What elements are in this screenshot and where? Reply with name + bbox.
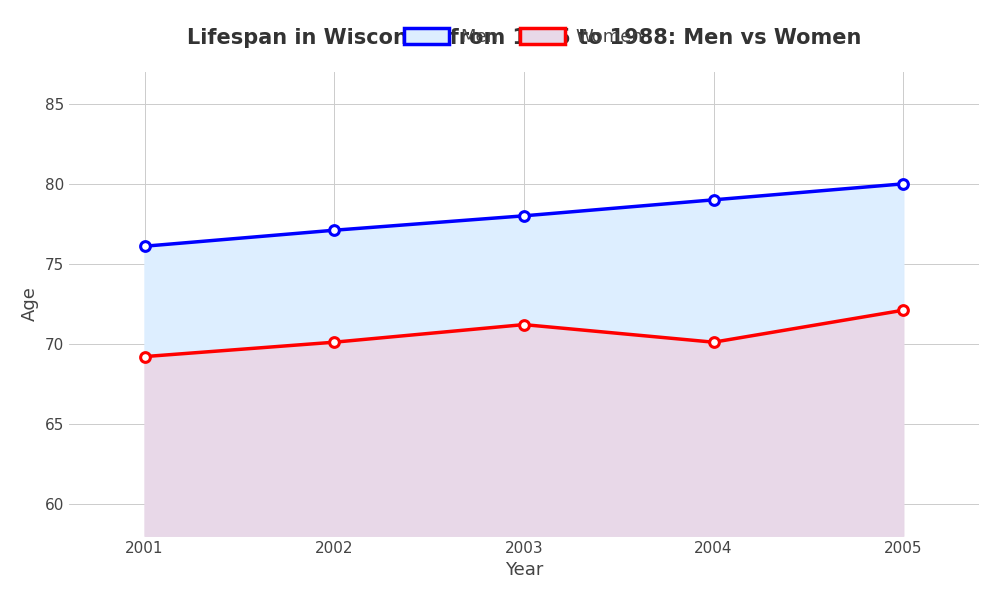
- Title: Lifespan in Wisconsin from 1965 to 1988: Men vs Women: Lifespan in Wisconsin from 1965 to 1988:…: [187, 28, 861, 48]
- X-axis label: Year: Year: [505, 561, 543, 579]
- Legend: Men, Women: Men, Women: [397, 20, 651, 53]
- Y-axis label: Age: Age: [21, 286, 39, 321]
